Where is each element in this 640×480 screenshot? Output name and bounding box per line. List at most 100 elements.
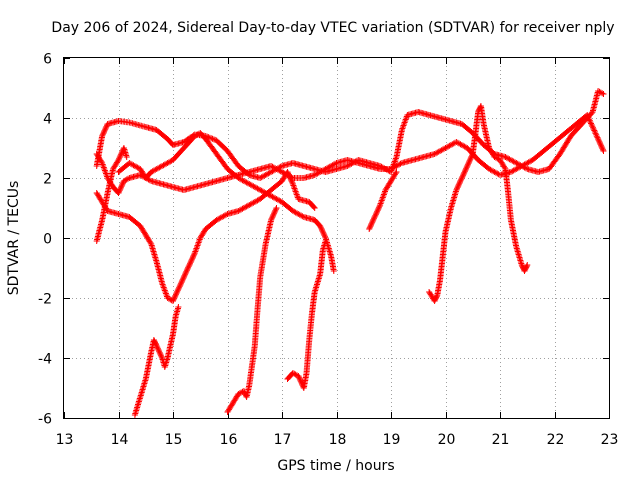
data-point [369, 219, 376, 226]
data-point [116, 188, 123, 195]
data-point [467, 155, 474, 161]
data-point [524, 262, 531, 268]
data-point [153, 343, 160, 349]
data-point [190, 252, 197, 259]
data-point [460, 172, 467, 179]
data-point [599, 146, 606, 153]
data-point [595, 137, 602, 144]
data-point [591, 127, 598, 134]
data-point [368, 222, 374, 228]
data-point [366, 224, 373, 231]
data-point [460, 171, 467, 177]
data-point [319, 228, 326, 235]
x-tick-label: 21 [492, 432, 510, 448]
data-point [163, 160, 170, 167]
data-point [590, 124, 596, 131]
data-point [185, 263, 192, 270]
x-tick-label: 15 [165, 432, 183, 448]
data-point [269, 213, 276, 219]
data-point [174, 288, 181, 295]
data-point [587, 119, 594, 126]
data-point [116, 154, 123, 161]
data-point [171, 295, 178, 302]
data-point [123, 154, 130, 160]
x-tick-label: 17 [274, 432, 292, 448]
data-point [115, 190, 122, 196]
data-point [156, 348, 163, 355]
data-point [175, 304, 182, 310]
x-tick-labels: 13 14 15 16 17 18 19 20 21 22 23 [56, 432, 619, 448]
data-point [272, 207, 279, 214]
data-point [190, 254, 196, 260]
plot-frame [63, 57, 610, 419]
x-tick-label: 20 [438, 432, 456, 448]
data-point [271, 210, 278, 217]
data-point [286, 174, 293, 181]
data-point [184, 266, 191, 272]
data-point [593, 133, 600, 140]
data-point [585, 114, 592, 121]
x-tick-label: 16 [220, 432, 238, 448]
data-point [188, 256, 195, 263]
data-point [463, 165, 470, 172]
data-point [318, 225, 325, 232]
y-tick-labels: -6 -4 -2 0 2 4 6 [38, 52, 52, 428]
data-point [464, 161, 471, 168]
data-point [501, 164, 508, 171]
data-point [296, 375, 303, 382]
data-point [98, 158, 105, 165]
data-point [272, 206, 279, 213]
data-point [458, 176, 465, 183]
data-point [173, 290, 180, 296]
data-point [273, 205, 280, 211]
data-point [374, 208, 381, 215]
x-tick-label: 13 [56, 432, 74, 448]
data-point [185, 264, 192, 271]
data-point [182, 270, 189, 276]
data-point [176, 283, 183, 290]
data-point [466, 157, 473, 164]
data-marks [93, 88, 607, 418]
data-point [172, 292, 179, 299]
data-point [101, 129, 107, 135]
data-point [311, 205, 318, 211]
data-point [102, 126, 109, 133]
data-point [459, 173, 466, 180]
data-point [118, 150, 125, 157]
data-point [270, 211, 277, 218]
data-point [176, 284, 183, 291]
data-point [288, 177, 295, 183]
data-point [180, 275, 187, 282]
data-point [179, 278, 186, 284]
data-point [317, 224, 324, 231]
y-axis-label: SDTVAR / TECUs [6, 181, 22, 296]
data-point [464, 163, 471, 169]
data-point [284, 169, 291, 175]
data-point [455, 181, 462, 188]
data-point [332, 160, 339, 167]
data-point [374, 207, 381, 214]
data-point [178, 279, 185, 286]
data-point [393, 169, 400, 175]
data-point [594, 134, 601, 141]
data-point [584, 113, 591, 120]
data-point [595, 136, 602, 142]
data-point [130, 162, 137, 169]
data-point [322, 238, 329, 244]
series-track-c [93, 169, 318, 304]
data-point [371, 214, 378, 220]
data-point [330, 268, 337, 274]
data-point [376, 203, 383, 210]
y-tick-label: 6 [43, 52, 52, 68]
series-track-h [284, 238, 329, 391]
data-point [453, 187, 460, 193]
data-point [371, 215, 377, 222]
data-point [375, 206, 382, 212]
data-point [157, 351, 164, 357]
data-point [119, 180, 126, 187]
data-point [177, 282, 184, 288]
data-point [454, 185, 460, 192]
data-point [146, 177, 153, 184]
data-point [179, 276, 186, 283]
data-point [466, 159, 473, 165]
